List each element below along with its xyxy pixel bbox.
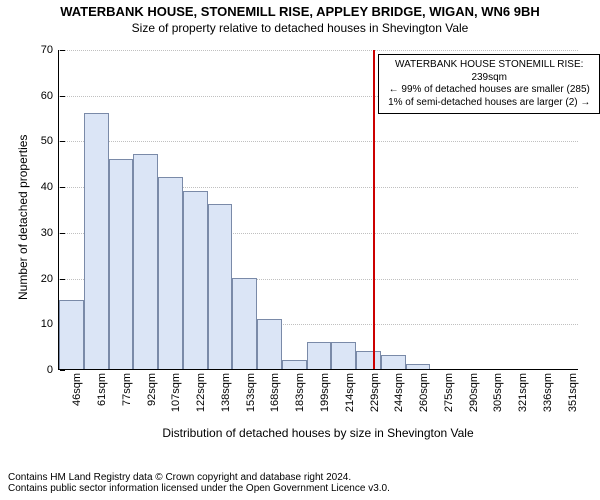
x-tick: 244sqm <box>393 369 405 412</box>
y-tick: 40 <box>41 181 59 193</box>
x-tick: 336sqm <box>542 369 554 412</box>
y-tick: 20 <box>41 273 59 285</box>
annotation-line-3: 1% of semi-detached houses are larger (2… <box>385 97 593 110</box>
y-tick: 30 <box>41 227 59 239</box>
x-tick: 290sqm <box>468 369 480 412</box>
footer-attribution: Contains HM Land Registry data © Crown c… <box>8 472 390 494</box>
x-tick: 46sqm <box>71 369 83 406</box>
histogram-bar <box>84 113 109 369</box>
histogram-bar <box>133 154 158 369</box>
x-tick: 183sqm <box>294 369 306 412</box>
x-tick: 351sqm <box>567 369 579 412</box>
x-tick: 122sqm <box>195 369 207 412</box>
histogram-bar <box>282 360 307 369</box>
x-tick: 199sqm <box>319 369 331 412</box>
x-tick: 77sqm <box>121 369 133 406</box>
x-tick: 153sqm <box>245 369 257 412</box>
histogram-bar <box>158 177 183 369</box>
histogram-bar <box>183 191 208 369</box>
footer-line-2: Contains public sector information licen… <box>8 483 390 494</box>
x-tick: 321sqm <box>517 369 529 412</box>
x-tick: 92sqm <box>146 369 158 406</box>
footer-line-1: Contains HM Land Registry data © Crown c… <box>8 472 390 483</box>
x-tick: 168sqm <box>269 369 281 412</box>
x-tick: 305sqm <box>492 369 504 412</box>
y-tick: 60 <box>41 90 59 102</box>
x-tick: 214sqm <box>344 369 356 412</box>
histogram-bar <box>331 342 356 369</box>
x-axis-label: Distribution of detached houses by size … <box>58 426 578 440</box>
x-tick: 229sqm <box>369 369 381 412</box>
histogram-bar <box>59 300 84 369</box>
gridline <box>59 50 578 51</box>
annotation-box: WATERBANK HOUSE STONEMILL RISE: 239sqm ←… <box>378 54 600 114</box>
histogram-bar <box>208 204 233 369</box>
histogram-bar <box>307 342 332 369</box>
reference-line <box>373 50 375 369</box>
y-tick: 70 <box>41 44 59 56</box>
annotation-line-2: ← 99% of detached houses are smaller (28… <box>385 84 593 97</box>
histogram-bar <box>356 351 381 369</box>
gridline <box>59 141 578 142</box>
histogram-bar <box>257 319 282 369</box>
y-tick: 50 <box>41 135 59 147</box>
x-tick: 107sqm <box>170 369 182 412</box>
histogram-bar <box>381 355 406 369</box>
x-tick: 138sqm <box>220 369 232 412</box>
x-tick: 260sqm <box>418 369 430 412</box>
histogram-bar <box>109 159 134 369</box>
annotation-line-1: WATERBANK HOUSE STONEMILL RISE: 239sqm <box>385 59 593 84</box>
x-tick: 275sqm <box>443 369 455 412</box>
x-tick: 61sqm <box>96 369 108 406</box>
histogram-bar <box>232 278 257 369</box>
y-tick: 0 <box>47 364 59 376</box>
y-tick: 10 <box>41 318 59 330</box>
